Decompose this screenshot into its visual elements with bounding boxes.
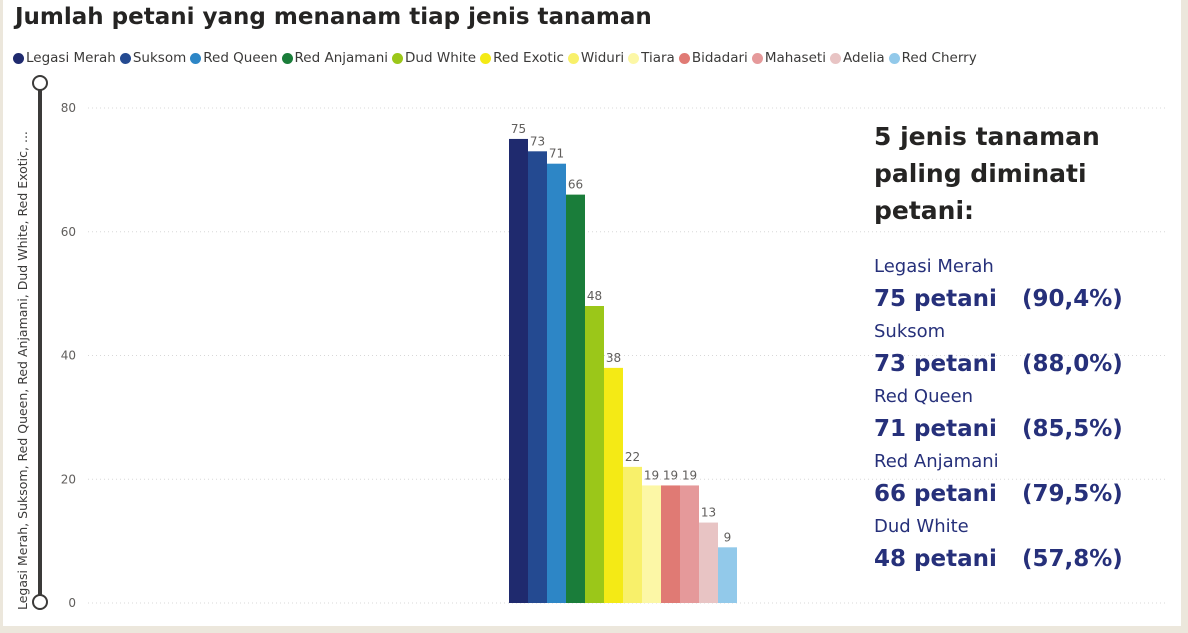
legend-item[interactable]: Suksom [119, 50, 187, 66]
bar [623, 466, 642, 603]
zoom-slider-top-handle[interactable] [32, 75, 48, 91]
data-label: 75 [511, 122, 526, 136]
legend-label: Bidadari [691, 50, 748, 66]
data-label: 22 [625, 450, 640, 464]
insight-item-name: Red Anjamani [874, 451, 999, 472]
legend-label: Widuri [580, 50, 625, 66]
legend-item[interactable]: Red Exotic [480, 50, 564, 66]
legend-item[interactable]: Tiara [628, 50, 675, 66]
data-label: 38 [606, 351, 621, 365]
bar [718, 547, 737, 603]
legend-dot-icon [13, 52, 24, 64]
insight-item-percent: (85,5%) [1022, 416, 1123, 442]
legend-dot-icon [281, 52, 293, 64]
data-label: 71 [549, 147, 564, 161]
legend-dot-icon [628, 52, 640, 64]
bar [566, 194, 585, 603]
legend-dot-icon [567, 52, 579, 64]
insight-item-value: 71 petani (85,5%) [874, 411, 1174, 448]
insight-item-value: 66 petani (79,5%) [874, 476, 1174, 513]
bar [699, 522, 718, 603]
insight-panel: 5 jenis tanaman paling diminati petani: … [874, 118, 1174, 578]
insight-item-value: 75 petani (90,4%) [874, 281, 1174, 318]
y-tick-label: 60 [61, 225, 76, 239]
bar [642, 485, 661, 603]
y-axis-category-title: Legasi Merah, Suksom, Red Queen, Red Anj… [15, 131, 30, 610]
legend-label: Tiara [641, 50, 675, 66]
legend-item[interactable]: Mahaseti [751, 50, 826, 66]
bar [585, 306, 604, 603]
zoom-slider-track[interactable] [38, 83, 42, 601]
legend-item[interactable]: Bidadari [678, 50, 748, 66]
y-tick-label: 0 [68, 596, 76, 610]
legend-item[interactable]: Widuri [567, 50, 625, 66]
bar [680, 485, 699, 603]
bar [661, 485, 680, 603]
legend-dot-icon [190, 52, 202, 64]
legend-item[interactable]: Dud White [392, 50, 476, 66]
insight-item-count: 66 petani [874, 481, 997, 507]
legend-label: Suksom [132, 50, 187, 66]
bar [528, 151, 547, 603]
legend-label: Red Cherry [901, 50, 977, 66]
legend-label: Dud White [405, 50, 477, 66]
insight-item-percent: (88,0%) [1022, 351, 1123, 377]
bar [547, 163, 566, 603]
insight-item-value: 73 petani (88,0%) [874, 346, 1174, 383]
data-label: 73 [530, 134, 545, 148]
insight-item-percent: (90,4%) [1022, 286, 1123, 312]
legend-dot-icon [119, 52, 131, 64]
insight-item: Legasi Merah 75 petani (90,4%) [874, 253, 1174, 318]
legend-dot-icon [829, 52, 841, 64]
legend-label: Red Exotic [493, 50, 564, 66]
legend-label: Mahaseti [764, 50, 826, 66]
zoom-slider-bottom-handle[interactable] [32, 594, 48, 610]
data-label: 9 [724, 530, 732, 544]
insight-item-name: Suksom [874, 321, 946, 342]
chart-title: Jumlah petani yang menanam tiap jenis ta… [15, 4, 652, 30]
legend-label: Red Anjamani [294, 50, 389, 66]
insight-item-name: Legasi Merah [874, 256, 994, 277]
legend-dot-icon [751, 52, 763, 64]
legend-label: Adelia [842, 50, 885, 66]
data-label: 19 [663, 468, 678, 482]
y-tick-label: 40 [61, 349, 76, 363]
legend-dot-icon [480, 52, 492, 64]
legend-item[interactable]: Adelia [829, 50, 885, 66]
legend: Legasi Merah Suksom Red Queen Red Anjamani D… [13, 49, 981, 67]
insight-item: Red Queen 71 petani (85,5%) [874, 383, 1174, 448]
data-label: 19 [682, 468, 697, 482]
legend-dot-icon [888, 52, 900, 64]
data-label: 13 [701, 506, 716, 520]
insight-item-name: Dud White [874, 516, 969, 537]
insight-item-count: 73 petani [874, 351, 997, 377]
data-label: 19 [644, 468, 659, 482]
legend-dot-icon [678, 52, 690, 64]
insight-item-value: 48 petani (57,8%) [874, 541, 1174, 578]
insight-item-name: Red Queen [874, 386, 974, 407]
legend-item[interactable]: Legasi Merah [13, 50, 116, 66]
insight-item-percent: (79,5%) [1022, 481, 1123, 507]
y-tick-label: 80 [61, 101, 76, 115]
legend-label: Legasi Merah [26, 50, 116, 66]
insight-item: Suksom 73 petani (88,0%) [874, 318, 1174, 383]
insight-item: Dud White 48 petani (57,8%) [874, 513, 1174, 578]
data-label: 48 [587, 289, 602, 303]
legend-item[interactable]: Red Cherry [888, 50, 977, 66]
bar [509, 138, 528, 603]
insight-item-percent: (57,8%) [1022, 546, 1123, 572]
insight-item-count: 48 petani [874, 546, 997, 572]
insight-item: Red Anjamani 66 petani (79,5%) [874, 448, 1174, 513]
bar [604, 367, 623, 603]
insight-heading: 5 jenis tanaman paling diminati petani: [874, 122, 1100, 225]
data-label: 66 [568, 178, 583, 192]
legend-dot-icon [392, 52, 404, 64]
insight-item-count: 71 petani [874, 416, 997, 442]
insight-item-count: 75 petani [874, 286, 997, 312]
legend-item[interactable]: Red Queen [190, 50, 278, 66]
y-tick-label: 20 [61, 472, 76, 486]
legend-label: Red Queen [203, 50, 278, 66]
legend-item[interactable]: Red Anjamani [281, 50, 389, 66]
